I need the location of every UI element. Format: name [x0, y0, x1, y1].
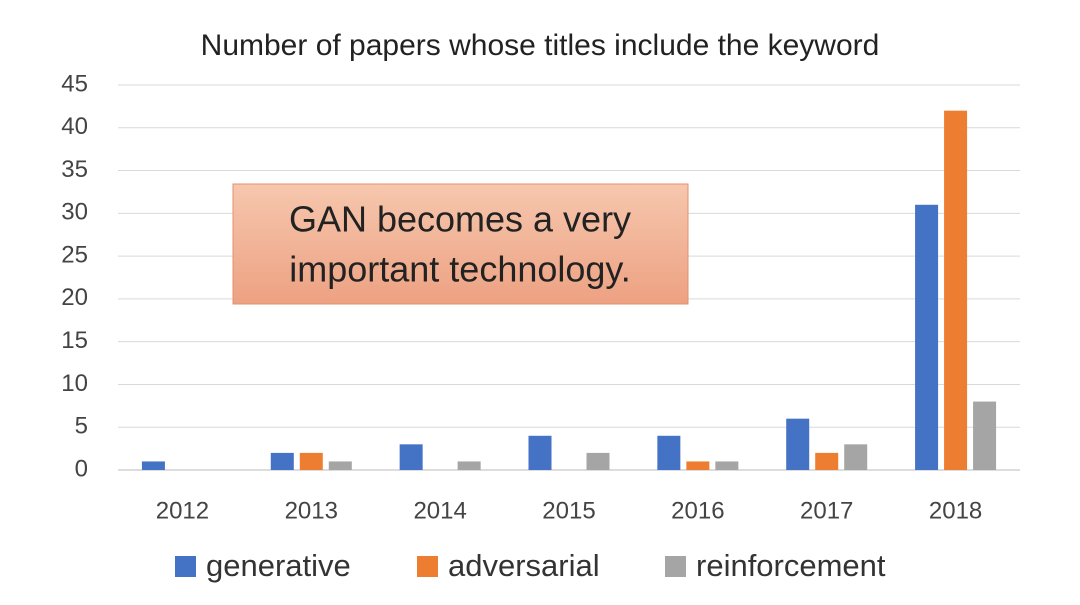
bar — [915, 204, 939, 470]
x-tick-label: 2016 — [671, 497, 724, 524]
legend-swatch — [417, 556, 438, 577]
bar — [844, 444, 868, 470]
x-tick-label: 2013 — [285, 497, 338, 524]
bar — [328, 461, 352, 470]
y-tick-label: 25 — [61, 241, 88, 268]
y-tick-label: 45 — [61, 70, 88, 97]
annotation-text: important technology. — [289, 249, 631, 290]
bar — [686, 461, 710, 470]
bar — [657, 435, 681, 470]
bar — [528, 435, 552, 470]
legend-label: generative — [206, 548, 351, 583]
y-tick-label: 40 — [61, 113, 88, 140]
x-tick-label: 2017 — [800, 497, 853, 524]
bar — [715, 461, 739, 470]
bar — [586, 452, 610, 470]
annotation-text: GAN becomes a very — [289, 199, 631, 240]
x-tick-label: 2012 — [156, 497, 209, 524]
legend-label: reinforcement — [696, 548, 886, 583]
legend-swatch — [175, 556, 196, 577]
bar — [457, 461, 481, 470]
legend-label: adversarial — [448, 548, 600, 583]
y-tick-label: 35 — [61, 156, 88, 183]
bar — [786, 418, 810, 470]
y-tick-label: 15 — [61, 327, 88, 354]
y-tick-label: 0 — [75, 455, 88, 482]
legend-swatch — [665, 556, 686, 577]
bar — [944, 110, 968, 471]
bar — [299, 452, 323, 470]
x-tick-label: 2014 — [413, 497, 466, 524]
bar — [815, 452, 839, 470]
bar — [141, 461, 165, 470]
annotation-box — [232, 183, 689, 305]
x-tick-label: 2018 — [929, 497, 982, 524]
y-tick-label: 20 — [61, 284, 88, 311]
bar — [270, 452, 294, 470]
y-tick-label: 30 — [61, 199, 88, 226]
y-tick-label: 10 — [61, 370, 88, 397]
bar — [399, 444, 423, 470]
x-tick-label: 2015 — [542, 497, 595, 524]
chart-title: Number of papers whose titles include th… — [201, 29, 880, 62]
y-tick-label: 5 — [75, 413, 88, 440]
bar — [973, 401, 997, 470]
